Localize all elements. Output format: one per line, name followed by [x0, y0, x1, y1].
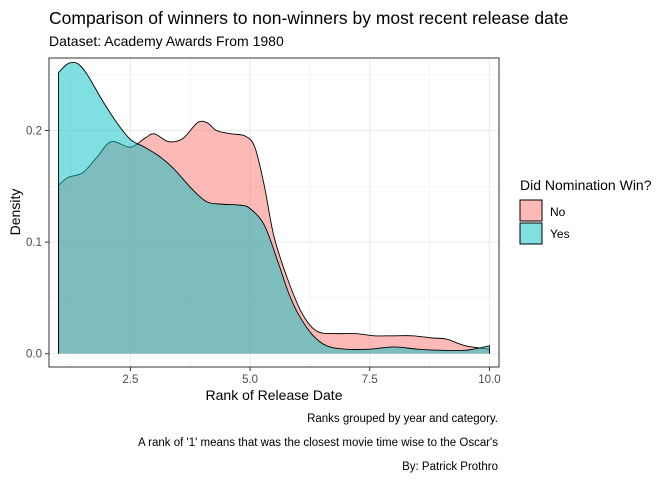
plot-panel-border	[48, 57, 500, 368]
legend-key-no	[519, 199, 543, 222]
density-outline-yes	[58, 61, 490, 354]
legend-label-yes: Yes	[550, 227, 570, 241]
legend-key-yes	[519, 222, 543, 245]
axes: 2.5 5.0 7.5 10.0 0.0 0.1 0.2	[26, 126, 501, 386]
x-tick-label: 5.0	[242, 374, 258, 386]
x-tick-label: 2.5	[122, 374, 138, 386]
y-axis-label: Density	[7, 189, 23, 236]
x-axis-label: Rank of Release Date	[206, 387, 343, 403]
y-tick-label: 0.0	[26, 349, 42, 361]
x-tick-label: 10.0	[478, 374, 500, 386]
x-tick-label: 7.5	[362, 374, 378, 386]
legend-label-no: No	[550, 205, 566, 219]
caption-grouping: Ranks grouped by year and category.	[307, 413, 498, 425]
y-tick-label: 0.1	[26, 237, 42, 249]
y-tick-label: 0.2	[26, 126, 42, 138]
chart-title: Comparison of winners to non-winners by …	[49, 8, 568, 28]
chart-subtitle: Dataset: Academy Awards From 1980	[49, 33, 284, 49]
caption-rank-note: A rank of '1' means that was the closest…	[138, 437, 498, 449]
density-area-yes	[58, 62, 490, 354]
caption-author: By: Patrick Prothro	[402, 461, 498, 473]
grid-layer	[49, 58, 499, 367]
legend-title: Did Nomination Win?	[520, 177, 652, 193]
legend: Did Nomination Win? No Yes	[519, 177, 652, 245]
density-areas	[58, 61, 490, 354]
